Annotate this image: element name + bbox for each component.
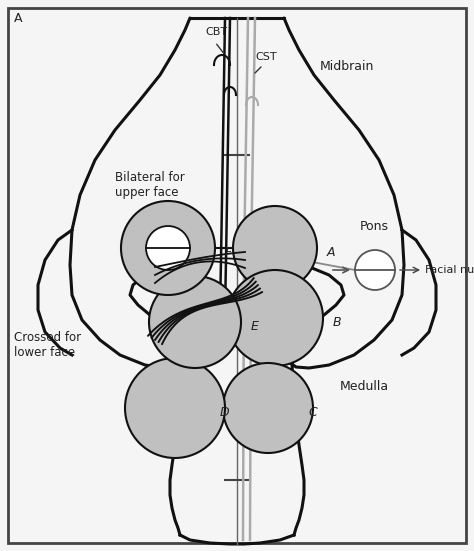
Circle shape (233, 206, 317, 290)
Text: Medulla: Medulla (340, 380, 389, 393)
Text: Crossed for
lower face: Crossed for lower face (14, 331, 81, 359)
Text: CST: CST (255, 52, 277, 62)
Circle shape (146, 226, 190, 270)
Text: Facial nucleus: Facial nucleus (425, 265, 474, 275)
Text: Midbrain: Midbrain (320, 60, 374, 73)
Text: A: A (327, 246, 336, 260)
Circle shape (125, 358, 225, 458)
Text: CBT: CBT (205, 27, 227, 37)
Text: A: A (14, 12, 22, 25)
Circle shape (223, 363, 313, 453)
Circle shape (227, 270, 323, 366)
Text: D: D (220, 407, 229, 419)
Text: Pons: Pons (360, 220, 389, 233)
Text: F: F (225, 246, 232, 260)
Circle shape (355, 250, 395, 290)
Text: C: C (308, 407, 317, 419)
Circle shape (121, 201, 215, 295)
Text: B: B (333, 316, 342, 329)
Text: Bilateral for
upper face: Bilateral for upper face (115, 171, 185, 199)
Text: E: E (251, 321, 259, 333)
Circle shape (149, 276, 241, 368)
